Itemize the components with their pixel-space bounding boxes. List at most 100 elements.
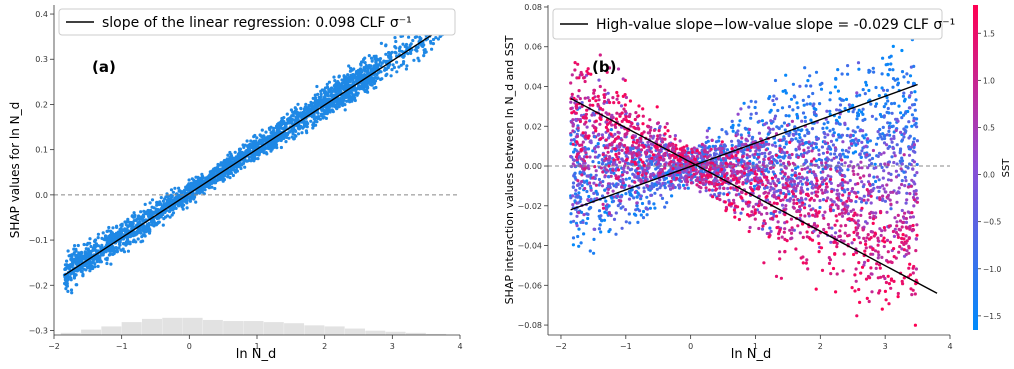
data-point (836, 68, 840, 72)
data-point (282, 116, 286, 120)
data-point (93, 244, 98, 248)
data-point (900, 116, 904, 120)
data-point (192, 179, 196, 183)
data-point (628, 221, 632, 225)
data-point (751, 191, 755, 195)
data-point (85, 243, 89, 247)
data-point (767, 170, 771, 174)
data-point (69, 288, 74, 292)
data-point (850, 189, 854, 193)
data-point (142, 233, 146, 237)
data-point (612, 171, 616, 175)
data-point (790, 152, 794, 157)
data-point (592, 191, 596, 195)
data-point (847, 103, 852, 107)
histogram-bar (162, 317, 183, 335)
data-point (620, 148, 624, 152)
data-point (305, 120, 309, 124)
data-point (257, 151, 261, 155)
data-point (80, 251, 84, 255)
data-point (652, 158, 657, 162)
data-point (845, 155, 850, 159)
data-point (404, 42, 409, 47)
data-point (105, 258, 109, 262)
data-point (325, 108, 329, 112)
data-point (592, 181, 596, 185)
data-point (705, 129, 710, 133)
data-point (800, 188, 804, 193)
data-point (576, 195, 580, 199)
data-point (776, 108, 780, 113)
data-point (902, 113, 906, 117)
data-point (903, 184, 907, 188)
data-point (882, 141, 887, 145)
data-point (749, 99, 753, 103)
data-point (649, 172, 653, 177)
data-point (849, 139, 853, 143)
data-point (851, 169, 855, 173)
data-point (792, 206, 796, 210)
data-point (96, 236, 100, 240)
data-point (641, 216, 646, 220)
data-point (639, 213, 643, 217)
data-point (387, 64, 391, 68)
data-point (876, 130, 880, 134)
data-point (725, 148, 730, 152)
data-point (337, 105, 341, 109)
data-point (811, 186, 815, 190)
data-point (864, 80, 868, 84)
data-point (851, 133, 855, 138)
data-point (279, 123, 283, 127)
data-point (721, 162, 725, 166)
data-point (341, 100, 345, 104)
data-point (243, 157, 247, 162)
data-point (573, 175, 577, 180)
data-point (180, 201, 184, 205)
data-point (729, 186, 733, 190)
data-point (823, 210, 827, 214)
data-point (109, 262, 113, 266)
data-point (844, 149, 848, 153)
data-point (253, 146, 257, 150)
data-point (155, 203, 159, 207)
data-point (903, 97, 907, 101)
data-point (818, 205, 822, 210)
data-point (649, 193, 653, 197)
data-point (747, 134, 751, 138)
data-point (597, 227, 602, 231)
data-point (821, 198, 826, 202)
data-point (900, 48, 904, 53)
data-point (910, 124, 914, 128)
data-point (803, 119, 808, 123)
histogram-bar (263, 322, 284, 335)
data-point (768, 110, 772, 114)
data-point (632, 173, 636, 177)
data-point (105, 261, 109, 266)
data-point (191, 196, 195, 200)
data-point (652, 184, 656, 189)
data-point (295, 112, 299, 116)
data-point (163, 197, 167, 201)
data-point (82, 242, 86, 247)
data-point (397, 46, 402, 51)
data-point (598, 181, 603, 185)
data-point (430, 47, 434, 51)
data-point (892, 151, 896, 155)
data-point (289, 118, 293, 122)
data-point (146, 212, 150, 216)
data-point (347, 89, 351, 93)
data-point (741, 207, 745, 211)
data-point (805, 102, 809, 106)
data-point (351, 75, 355, 79)
data-point (594, 173, 598, 177)
data-point (723, 158, 728, 162)
data-point (258, 138, 262, 142)
data-point (597, 98, 601, 102)
data-point (264, 130, 268, 134)
data-point (772, 94, 776, 98)
data-point (861, 88, 865, 92)
x-tick-label: −2 (48, 342, 60, 351)
data-point (808, 102, 812, 106)
data-point (907, 136, 911, 140)
data-point (652, 134, 656, 138)
